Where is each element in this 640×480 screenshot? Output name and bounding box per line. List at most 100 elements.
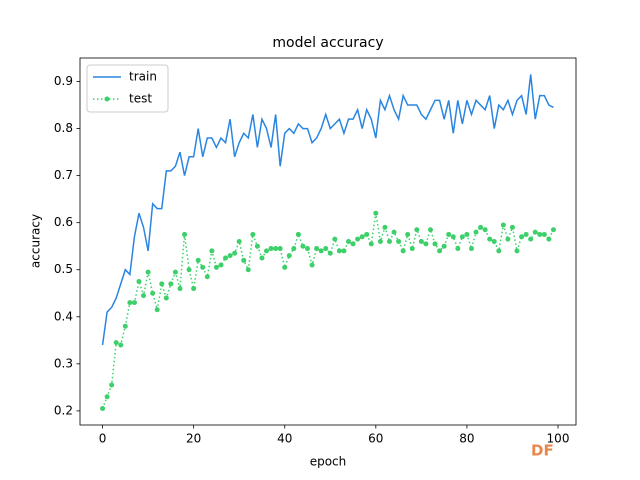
marker xyxy=(391,229,397,235)
marker xyxy=(541,231,547,237)
marker xyxy=(254,243,260,249)
marker xyxy=(505,236,511,242)
marker xyxy=(122,323,128,329)
marker xyxy=(537,231,543,237)
legend-label: train xyxy=(129,70,157,84)
y-axis-label: accuracy xyxy=(29,214,43,268)
marker xyxy=(464,231,470,237)
marker xyxy=(291,246,297,252)
marker xyxy=(100,406,106,412)
marker xyxy=(450,234,456,240)
marker xyxy=(232,250,238,256)
marker xyxy=(182,231,188,237)
marker xyxy=(154,307,160,313)
marker xyxy=(186,267,192,273)
marker xyxy=(427,227,433,233)
marker xyxy=(113,340,119,346)
marker xyxy=(377,239,383,244)
marker xyxy=(405,231,411,237)
marker xyxy=(473,229,479,235)
x-tick-label: 0 xyxy=(99,432,107,446)
marker xyxy=(250,231,256,237)
marker xyxy=(468,246,474,252)
marker xyxy=(209,248,215,254)
marker xyxy=(131,300,137,306)
watermark: DF xyxy=(531,442,554,460)
marker xyxy=(295,231,301,237)
marker xyxy=(282,264,288,270)
marker xyxy=(432,241,438,247)
marker xyxy=(441,243,447,249)
marker xyxy=(318,248,324,254)
marker xyxy=(546,236,552,242)
x-tick-label: 80 xyxy=(459,432,474,446)
marker xyxy=(268,246,274,252)
marker xyxy=(373,210,379,216)
marker xyxy=(141,293,147,299)
marker xyxy=(350,241,356,247)
y-tick-label: 0.5 xyxy=(54,262,73,276)
x-tick-label: 100 xyxy=(547,432,570,446)
marker xyxy=(136,278,142,284)
marker xyxy=(500,222,506,228)
marker xyxy=(200,264,206,270)
x-axis-label: epoch xyxy=(310,455,347,469)
marker xyxy=(204,274,210,280)
marker xyxy=(455,246,461,252)
marker xyxy=(177,286,183,292)
x-tick-label: 60 xyxy=(368,432,383,446)
marker xyxy=(519,234,525,240)
marker xyxy=(277,246,283,252)
marker xyxy=(396,239,402,244)
marker xyxy=(382,224,388,230)
y-tick-label: 0.6 xyxy=(54,215,73,229)
marker xyxy=(118,342,124,348)
plot-frame xyxy=(79,57,577,426)
marker xyxy=(145,269,151,275)
marker xyxy=(478,224,484,230)
marker xyxy=(355,236,361,242)
marker xyxy=(241,257,247,263)
marker xyxy=(528,236,534,242)
marker xyxy=(273,246,279,252)
marker xyxy=(159,281,165,287)
marker xyxy=(509,224,515,230)
marker xyxy=(191,286,197,292)
marker xyxy=(482,227,488,233)
marker xyxy=(514,248,520,254)
marker xyxy=(172,269,178,275)
marker xyxy=(550,227,556,233)
marker xyxy=(259,255,265,261)
marker xyxy=(286,253,292,259)
y-tick-label: 0.8 xyxy=(54,121,73,135)
marker xyxy=(386,239,392,244)
marker xyxy=(523,231,529,237)
marker xyxy=(168,281,174,287)
marker xyxy=(364,231,370,237)
y-tick-label: 0.4 xyxy=(54,309,73,323)
line-train xyxy=(101,74,554,346)
marker xyxy=(195,257,201,263)
marker xyxy=(323,246,329,252)
marker xyxy=(491,239,497,244)
y-tick-label: 0.3 xyxy=(54,356,73,370)
marker xyxy=(446,231,452,237)
marker xyxy=(245,267,251,273)
marker xyxy=(305,246,311,252)
marker xyxy=(437,248,443,254)
marker xyxy=(341,248,347,254)
marker xyxy=(418,239,424,244)
x-tick-label: 20 xyxy=(186,432,201,446)
marker xyxy=(487,236,493,242)
y-tick-label: 0.7 xyxy=(54,168,73,182)
legend-marker xyxy=(104,96,110,102)
marker xyxy=(300,243,306,249)
marker xyxy=(109,382,115,388)
marker xyxy=(332,236,338,242)
x-tick-label: 40 xyxy=(277,432,292,446)
marker xyxy=(368,241,374,247)
marker xyxy=(223,255,229,261)
marker xyxy=(213,264,219,270)
marker xyxy=(414,227,420,233)
